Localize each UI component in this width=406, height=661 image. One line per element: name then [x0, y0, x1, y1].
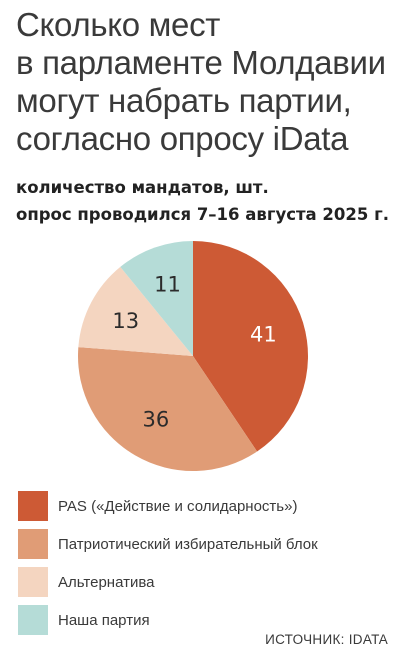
slice-value-label: 36	[143, 408, 170, 432]
title-line: Сколько мест	[16, 6, 221, 43]
legend-label: Наша партия	[58, 611, 150, 629]
subtitle-survey-dates: опрос проводился 7–16 августа 2025 г.	[16, 205, 389, 224]
chart-title: Сколько мест в парламенте Молдавии могут…	[16, 6, 402, 158]
title-line: в парламенте Молдавии	[16, 44, 386, 81]
legend-label: PAS («Действие и солидарность»)	[58, 497, 298, 515]
legend: PAS («Действие и солидарность») Патриоти…	[18, 487, 398, 639]
legend-label: Патриотический избирательный блок	[58, 535, 318, 553]
title-line: могут набрать партии,	[16, 82, 352, 119]
source-note: ИСТОЧНИК: IDATA	[265, 632, 388, 647]
legend-swatch	[18, 567, 48, 597]
chart-subtitle: количество мандатов, шт. опрос проводилс…	[16, 174, 402, 228]
legend-item-alternativa: Альтернатива	[18, 563, 398, 601]
legend-item-patriotic-bloc: Патриотический избирательный блок	[18, 525, 398, 563]
pie-slice-alternativa	[78, 266, 193, 356]
legend-swatch	[18, 529, 48, 559]
slice-value-label: 11	[154, 272, 181, 296]
legend-item-pas: PAS («Действие и солидарность»)	[18, 487, 398, 525]
slice-value-label: 13	[112, 309, 139, 333]
pie-slice-patriotic-bloc	[78, 347, 258, 472]
legend-swatch	[18, 491, 48, 521]
subtitle-unit: количество мандатов, шт.	[16, 178, 269, 197]
title-line: согласно опросу iData	[16, 120, 349, 157]
slice-value-label: 41	[250, 323, 277, 347]
legend-swatch	[18, 605, 48, 635]
pie-slice-nasha-partiya	[120, 241, 193, 356]
pie-slice-pas	[193, 241, 308, 452]
legend-label: Альтернатива	[58, 573, 155, 591]
legend-item-nasha-partiya: Наша партия	[18, 601, 398, 639]
